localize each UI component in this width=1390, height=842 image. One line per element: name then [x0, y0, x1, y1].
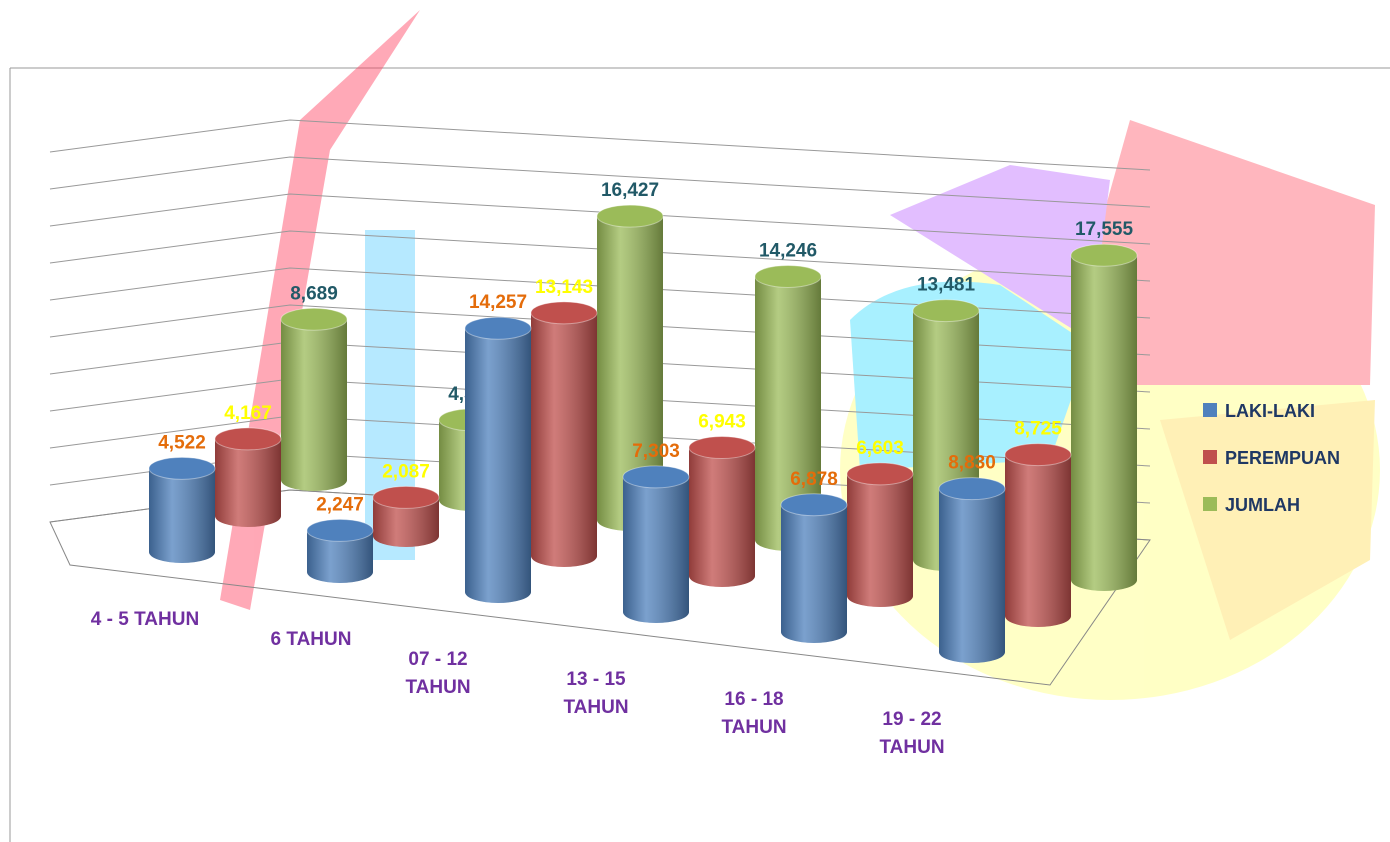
data-label: 4,167: [224, 403, 272, 424]
grid-line: [49, 156, 1151, 208]
cylinder-shade: [847, 473, 913, 607]
cylinder: [306, 518, 374, 583]
cylinder-top: [596, 204, 664, 228]
cylinder-top: [1004, 443, 1072, 467]
data-label: 14,246: [759, 240, 817, 261]
data-label: 13,143: [535, 277, 593, 298]
frame: [9, 67, 1390, 842]
cylinder-top: [622, 465, 690, 489]
cylinder-shade: [149, 468, 215, 563]
x-tick-label: 4 - 5 TAHUN: [90, 609, 200, 630]
cylinder-shade: [755, 276, 821, 551]
x-tick-label: 13 - 15 TAHUN: [563, 669, 629, 718]
cylinder-shade: [623, 476, 689, 623]
cylinder-shade: [465, 328, 531, 603]
cylinder-top: [846, 462, 914, 486]
cylinder-top: [148, 456, 216, 480]
cylinder: [754, 264, 822, 551]
x-tick-label: 16 - 18 TAHUN: [721, 689, 787, 738]
legend-swatch: [1203, 497, 1217, 511]
grid-line: [49, 267, 1151, 319]
cylinder-top: [306, 518, 374, 542]
x-tick-label: 19 - 22 TAHUN: [879, 709, 945, 758]
cylinder-top: [938, 477, 1006, 501]
cylinder-top: [754, 264, 822, 288]
cylinder-shade: [689, 447, 755, 587]
data-label: 14,257: [469, 292, 527, 313]
grid-line: [49, 304, 1151, 356]
cylinder: [464, 316, 532, 603]
cylinder-shade: [215, 438, 281, 527]
grid-line: [49, 230, 1151, 282]
cylinder-top: [372, 485, 440, 509]
data-label: 2,087: [382, 461, 430, 482]
legend: LAKI-LAKI PEREMPUAN JUMLAH: [1203, 401, 1340, 515]
data-label: 8,689: [290, 283, 338, 304]
grid-line: [49, 119, 1151, 171]
data-label: 6,943: [698, 412, 746, 433]
x-tick-label: 07 - 12 TAHUN: [405, 649, 471, 698]
cylinder-shade: [597, 216, 663, 531]
data-label: 2,247: [316, 494, 364, 515]
cylinder-shade: [281, 319, 347, 491]
cylinder: [214, 427, 282, 527]
cylinder: [622, 465, 690, 623]
cylinder-top: [912, 299, 980, 323]
cylinder-top: [464, 316, 532, 340]
cylinder: [280, 307, 348, 491]
legend-swatch: [1203, 450, 1217, 464]
data-label: 4,522: [158, 432, 206, 453]
data-label: 16,427: [601, 180, 659, 201]
bars: 8,6894,33416,42714,24613,48117,5554,1672…: [148, 180, 1138, 663]
data-label: 6,878: [790, 469, 838, 490]
data-label: 6,603: [856, 438, 904, 459]
cylinder-top: [780, 493, 848, 517]
cylinder-shade: [1071, 255, 1137, 592]
cylinder: [148, 456, 216, 563]
cylinder-shade: [1005, 454, 1071, 627]
legend-swatch: [1203, 403, 1217, 417]
cylinder-top: [280, 307, 348, 331]
data-label: 8,830: [948, 453, 996, 474]
legend-label: JUMLAH: [1225, 495, 1300, 515]
cylinder: [372, 485, 440, 547]
cylinder: [1004, 443, 1072, 627]
cylinder-top: [214, 427, 282, 451]
x-tick-label: 6 TAHUN: [270, 629, 352, 650]
cylinder: [780, 493, 848, 643]
cylinder-top: [688, 436, 756, 460]
cylinder-top: [530, 301, 598, 325]
cylinder: [688, 436, 756, 587]
cylinder-shade: [307, 530, 373, 583]
data-label: 8,725: [1014, 419, 1062, 440]
cylinder-top: [1070, 243, 1138, 267]
cylinder: [938, 477, 1006, 663]
data-label: 13,481: [917, 275, 976, 296]
cylinder: [530, 301, 598, 567]
cylinder-shade: [939, 488, 1005, 663]
cylinder-shade: [531, 312, 597, 567]
grid-line: [49, 193, 1151, 245]
legend-label: LAKI-LAKI: [1225, 401, 1315, 421]
cylinder-shade: [781, 504, 847, 643]
cylinder-shade: [373, 497, 439, 547]
cylinder: [846, 462, 914, 607]
cylinder: [596, 204, 664, 531]
data-label: 17,555: [1075, 219, 1134, 240]
data-label: 7,303: [632, 441, 680, 462]
cylinder: [1070, 243, 1138, 592]
legend-label: PEREMPUAN: [1225, 448, 1340, 468]
